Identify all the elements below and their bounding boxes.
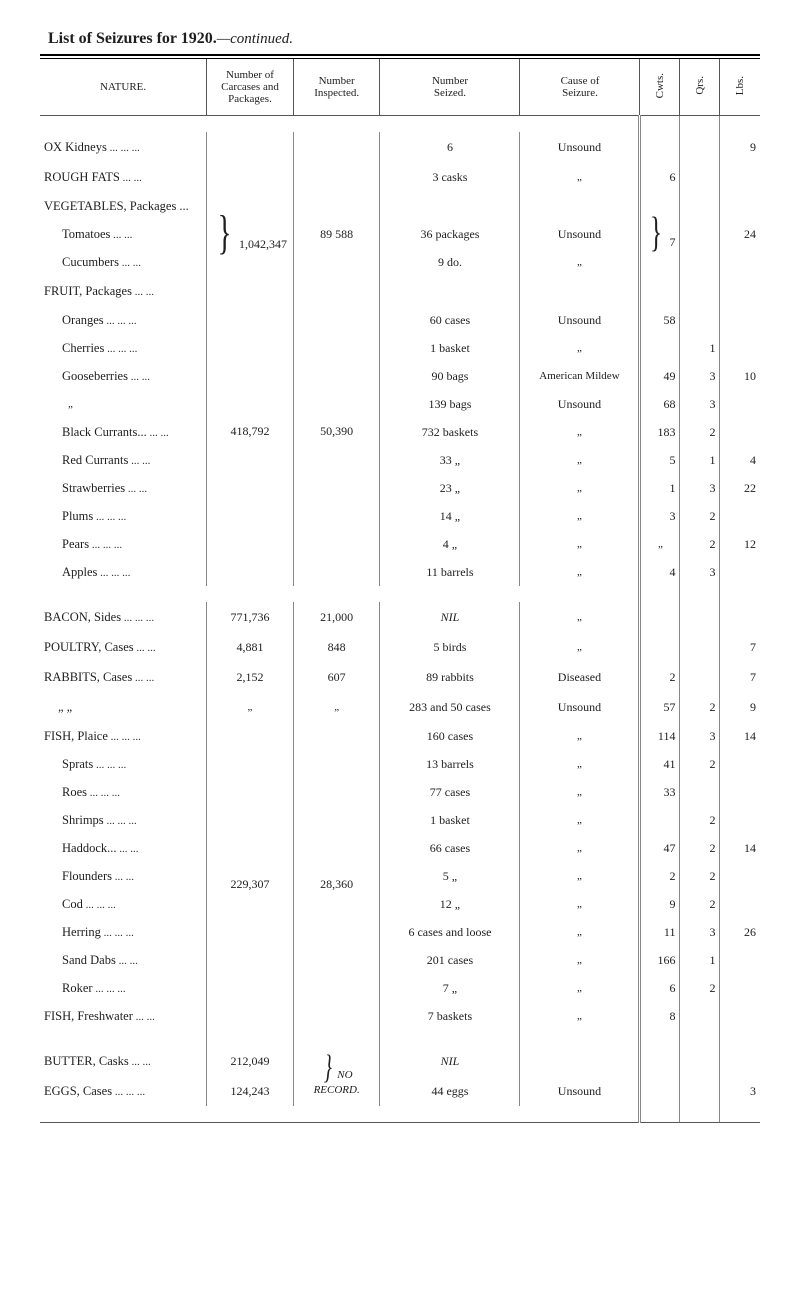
table-row: „ „ „ „ 283 and 50 cases Unsound 57 2 9 xyxy=(40,692,760,722)
table-row: VEGETABLES, Packages ... } 1,042,347 89 … xyxy=(40,192,760,220)
table-row: Herring 6 cases and loose „ 11 3 26 xyxy=(40,918,760,946)
th-lbs: Lbs. xyxy=(720,59,760,116)
th-qrs: Qrs. xyxy=(680,59,720,116)
table-row: Flounders 5 „ „ 2 2 xyxy=(40,862,760,890)
th-cwts: Cwts. xyxy=(640,59,680,116)
table-row: „ 139 bags Unsound 68 3 xyxy=(40,390,760,418)
table-row: POULTRY, Cases 4,881 848 5 birds „ 7 xyxy=(40,632,760,662)
rule-heavy xyxy=(40,54,760,56)
table-row: Black Currants... 732 baskets „ 183 2 xyxy=(40,418,760,446)
table-row: Cod 12 „ „ 9 2 xyxy=(40,890,760,918)
table-row: FISH, Plaice 229,307 28,360 160 cases „ … xyxy=(40,722,760,750)
table-row: Pears 4 „ „ „ 2 12 xyxy=(40,530,760,558)
title-prefix: List of Seizures for xyxy=(48,30,181,47)
table-row: BUTTER, Casks 212,049 } NO RECORD. NIL xyxy=(40,1046,760,1076)
table-row: Sprats 13 barrels „ 41 2 xyxy=(40,750,760,778)
table-row: Roes 77 cases „ 33 xyxy=(40,778,760,806)
table-row: FISH, Freshwater 7 baskets „ 8 xyxy=(40,1002,760,1030)
table-row xyxy=(40,1030,760,1046)
table-row: Apples 11 barrels „ 4 3 xyxy=(40,558,760,586)
brace-icon: } xyxy=(218,216,232,250)
title-year: 1920. xyxy=(181,30,217,47)
th-cause: Cause of Seizure. xyxy=(520,59,640,116)
table-row: Shrimps 1 basket „ 2 xyxy=(40,806,760,834)
table-row: OX Kidneys 6 Unsound 9 xyxy=(40,132,760,162)
table-row: Strawberries 23 „ „ 1 3 22 xyxy=(40,474,760,502)
brace-icon: } xyxy=(650,219,662,248)
table-row: ROUGH FATS 3 casks „ 6 xyxy=(40,162,760,192)
table-row: BACON, Sides 771,736 21,000 NIL „ xyxy=(40,602,760,632)
table-row: Sand Dabs 201 cases „ 166 1 xyxy=(40,946,760,974)
table-row: Haddock... 66 cases „ 47 2 14 xyxy=(40,834,760,862)
th-nature: NATURE. xyxy=(40,59,207,116)
table-row: EGGS, Cases 124,243 44 eggs Unsound 3 xyxy=(40,1076,760,1106)
table-row: RABBITS, Cases 2,152 607 89 rabbits Dise… xyxy=(40,662,760,692)
table-row: Roker 7 „ „ 6 2 xyxy=(40,974,760,1002)
nature-cell: OX Kidneys xyxy=(40,132,207,162)
table-row: Plums 14 „ „ 3 2 xyxy=(40,502,760,530)
page-title: List of Seizures for 1920.—continued. xyxy=(48,30,760,48)
th-carcases: Number of Carcases and Packages. xyxy=(207,59,294,116)
table-row: Cherries 1 basket „ 1 xyxy=(40,334,760,362)
table-row: Red Currants 33 „ „ 5 1 4 xyxy=(40,446,760,474)
title-suffix: —continued. xyxy=(217,31,293,47)
th-seized: Number Seized. xyxy=(380,59,520,116)
table-row: Oranges 60 cases Unsound 58 xyxy=(40,306,760,334)
table-row: FRUIT, Packages 418,792 50,390 xyxy=(40,276,760,306)
brace-icon: } xyxy=(323,1056,331,1080)
seizures-table: NATURE. Number of Carcases and Packages.… xyxy=(40,59,760,1123)
th-inspected: Number Inspected. xyxy=(293,59,380,116)
table-row: Gooseberries 90 bags American Mildew 49 … xyxy=(40,362,760,390)
